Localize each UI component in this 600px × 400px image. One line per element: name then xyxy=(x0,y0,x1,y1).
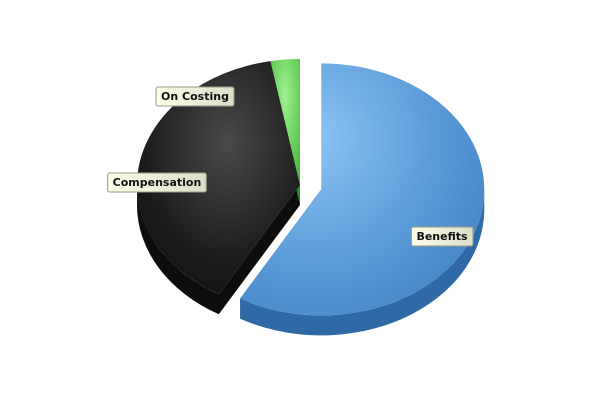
slice-label-text: Compensation xyxy=(113,176,202,189)
slice-label-box xyxy=(155,86,235,107)
slice-label-box xyxy=(107,172,207,193)
slice-label-text: Benefits xyxy=(416,230,468,243)
slice-label-compensation: Compensation xyxy=(107,172,207,193)
pie-slice-on-costing[interactable] xyxy=(270,59,300,185)
slice-label-text: On Costing xyxy=(161,90,229,103)
pie-slice-side-benefits xyxy=(240,63,485,336)
slice-label-box xyxy=(410,226,474,247)
pie-slice-benefits[interactable] xyxy=(240,63,485,316)
slice-label-on-costing: On Costing xyxy=(155,86,235,107)
pie-slice-side-compensation xyxy=(137,61,300,315)
slice-label-benefits: Benefits xyxy=(410,226,474,247)
pie-slice-compensation[interactable] xyxy=(136,61,300,295)
